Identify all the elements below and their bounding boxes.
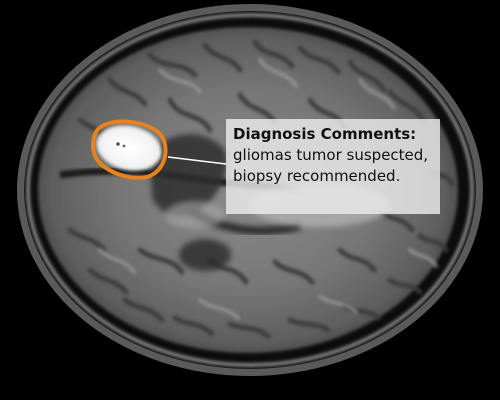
lesion (96, 125, 162, 171)
diagnosis-comment-box: Diagnosis Comments: gliomas tumor suspec… (226, 119, 440, 214)
diagnosis-comment-line-1: gliomas tumor suspected, (233, 146, 429, 164)
diagnosis-comment-title: Diagnosis Comments: (233, 125, 417, 143)
annotation-leader-line (167, 156, 227, 165)
lesion-outline[interactable] (91, 119, 168, 180)
diagnosis-comment-line-2: biopsy recommended. (233, 167, 401, 185)
